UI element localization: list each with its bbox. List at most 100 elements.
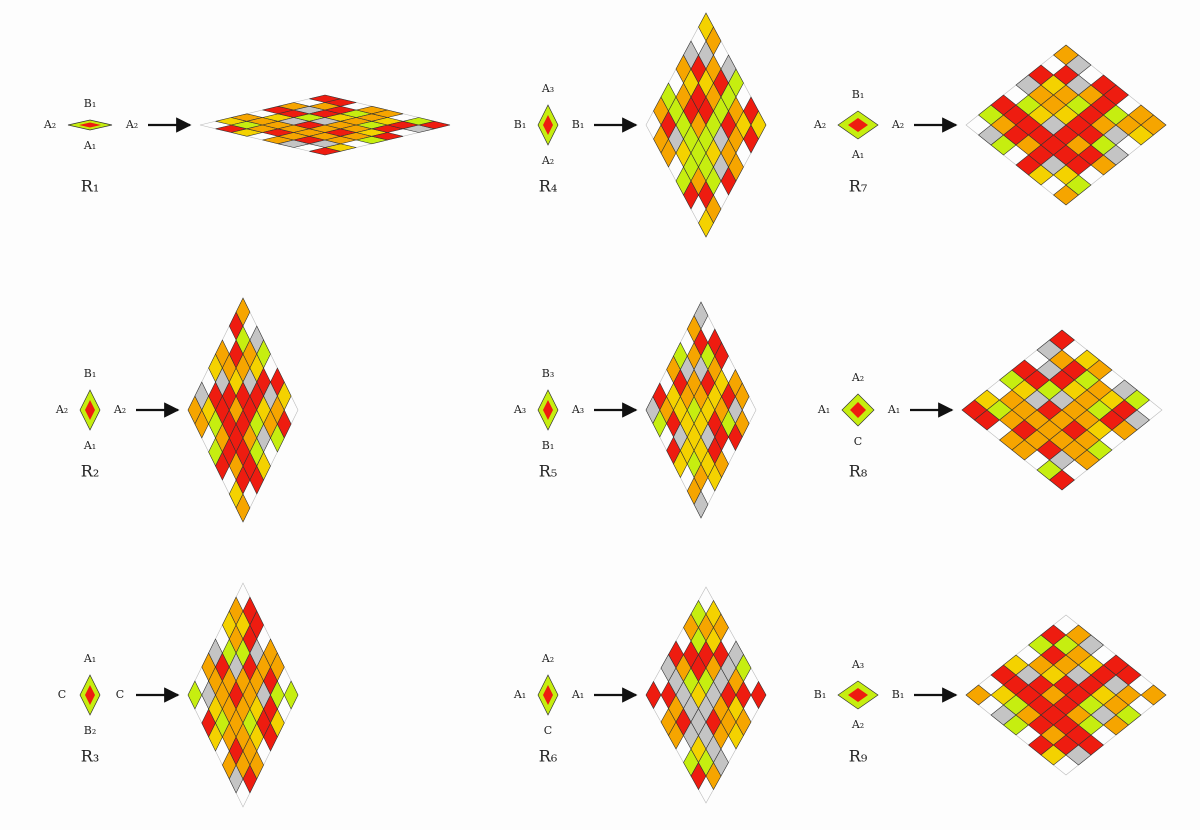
tile [1124,409,1150,431]
tile [418,120,451,130]
tile [735,707,752,737]
tile [283,680,299,710]
vertex-label: A₂ [55,403,68,416]
vertex-label: A₂ [113,403,126,416]
tile [256,451,271,481]
tile [728,68,744,98]
vertex-label: A₁ [817,403,830,416]
rule-name: R₉ [849,747,868,766]
tile [714,341,729,371]
tile [705,194,722,224]
tile [735,409,750,438]
tile [1086,359,1113,381]
tile [270,708,285,738]
vertex-label: A₁ [851,148,864,161]
rule: A₁ B₂ C C R₃ [58,582,299,808]
vertex-label: A₁ [83,439,96,452]
vertex-label: A₂ [813,118,826,131]
vertex-label: A₁ [513,688,526,701]
vertex-label: B₁ [84,97,97,110]
tile [235,297,251,327]
prototile-mark [543,400,553,420]
tile [1115,664,1142,686]
vertex-label: B₁ [542,439,555,452]
tile [371,109,404,118]
rule-name: R₂ [81,462,99,481]
rule: A₂ C A₁ A₁ R₆ [513,586,767,804]
vertex-label: A₃ [541,82,554,95]
tile [187,680,203,710]
vertex-label: B₁ [814,688,827,701]
vertex-label: A₂ [541,154,554,167]
vertex-label: B₂ [84,724,97,737]
prototile-mark [848,118,868,132]
vertex-label: B₁ [892,688,905,701]
outline [187,297,299,523]
tile [249,610,264,640]
vertex-label: B₁ [572,118,585,131]
tile [1086,439,1113,461]
vertex-label: B₃ [542,367,555,380]
outline [645,301,757,519]
tile [1078,734,1104,756]
vertex-label: A₂ [43,118,56,131]
rule-name: R₈ [849,462,867,481]
rule-name: R₇ [849,177,867,196]
tile [693,301,709,330]
tile [249,750,264,780]
tile [1140,684,1167,706]
tile [693,490,709,519]
prototile-mark [850,402,866,418]
tile [277,381,292,411]
rule: B₁ A₁ A₂ A₂ R₇ [813,44,1167,206]
tile [705,26,722,56]
vertex-label: A₂ [891,118,904,131]
rule: B₁ A₁ A₂ A₂ R₂ [55,297,299,523]
tile [256,339,271,369]
vertex-label: A₁ [571,688,584,701]
vertex-label: A₃ [851,658,864,671]
vertex-label: C [544,724,552,737]
rule-name: R₁ [81,177,99,196]
tile [1103,84,1129,106]
tile [277,409,292,439]
vertex-label: A₃ [571,403,584,416]
tile [735,382,750,411]
outline [961,329,1163,491]
tile [270,652,285,682]
tile [371,132,404,141]
rule-name: R₃ [81,747,99,766]
tile [714,449,729,479]
tile [728,152,744,182]
vertex-label: A₁ [83,652,96,665]
vertex-label: A₁ [83,139,96,152]
tile [735,653,752,683]
tile [645,680,662,710]
tile [1103,144,1129,166]
rule-name: R₅ [539,462,557,481]
vertex-label: C [58,688,66,701]
vertex-label: C [116,688,124,701]
rule: B₃ B₁ A₃ A₃ R₅ [513,301,757,519]
vertex-label: B₁ [514,118,527,131]
tile [1049,469,1075,491]
tile [965,684,992,706]
tile [750,680,767,710]
tile [1065,54,1092,76]
vertex-label: A₃ [513,403,526,416]
tile [1115,704,1142,726]
rule: A₃ A₂ B₁ B₁ R₄ [514,12,767,238]
rule: B₁ A₁ A₂ A₂ R₁ [43,94,451,196]
vertex-label: C [854,435,862,448]
vertex-label: A₂ [851,371,864,384]
tile [324,98,357,107]
tile [1124,389,1150,411]
rule: A₃ A₂ B₁ B₁ R₉ [814,614,1167,776]
prototile-mark [848,688,868,702]
prototile-mark [543,685,553,705]
tile [324,143,357,152]
prototile-mark [543,115,553,135]
rule-name: R₆ [539,747,557,766]
prototile-mark [85,685,95,705]
